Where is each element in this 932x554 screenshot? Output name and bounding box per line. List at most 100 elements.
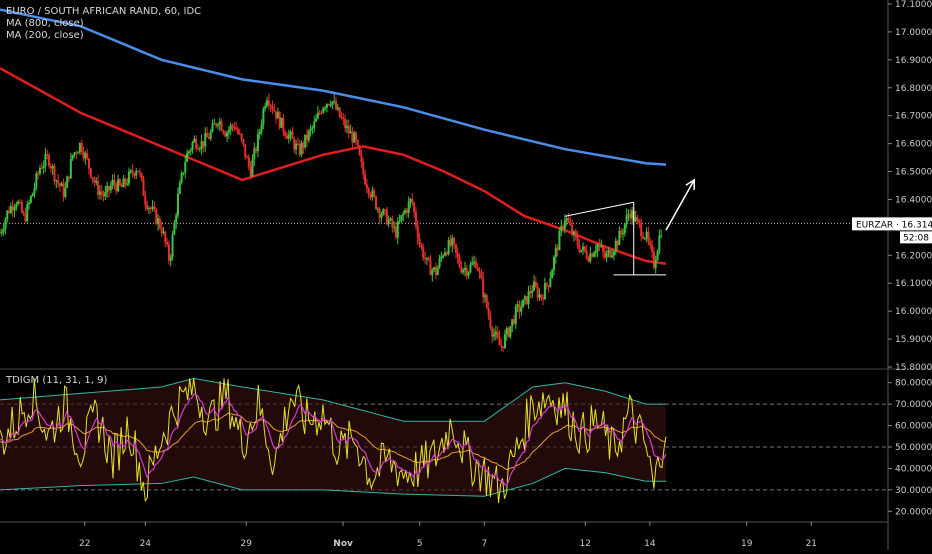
candle-body [540, 294, 543, 299]
candle-body [434, 267, 437, 275]
candle-body [204, 133, 207, 147]
candle-body [75, 152, 78, 154]
candle-body [371, 190, 374, 198]
candle-body [580, 249, 583, 252]
candle-body [82, 151, 85, 159]
candle-body [142, 178, 145, 196]
candle-body [345, 125, 348, 129]
candle-body [389, 218, 392, 220]
candle-body [40, 168, 43, 170]
candle-body [162, 231, 165, 233]
candle-body [2, 228, 5, 232]
candle-body [44, 154, 47, 166]
candle-body [643, 238, 646, 240]
candle-body [534, 281, 537, 287]
candle-body [8, 210, 11, 213]
candle-body [13, 206, 16, 211]
candle-body [440, 256, 443, 259]
candle-body [11, 205, 14, 211]
candle-body [97, 180, 100, 195]
candle-body [109, 185, 112, 191]
indicator-tick-label: 70.0000 [895, 400, 932, 410]
candle-body [318, 112, 321, 114]
candle-body [569, 222, 572, 226]
candle-body [211, 123, 214, 132]
candle-body [336, 107, 339, 110]
candle-body [251, 159, 254, 177]
candle-body [422, 246, 425, 259]
candle-body [649, 241, 652, 246]
candle-body [562, 225, 565, 229]
candle-body [73, 152, 76, 155]
candle-body [527, 291, 530, 305]
candle-body [607, 250, 610, 254]
triangle-upper-line [564, 201, 634, 217]
candle-body [207, 137, 210, 139]
candle-body [322, 107, 325, 113]
candle-body [351, 131, 354, 143]
candle-body [69, 158, 72, 179]
candle-body [387, 219, 390, 225]
indicator-tick-label: 50.0000 [895, 443, 932, 453]
candle-body [256, 134, 259, 152]
candle-body [15, 204, 18, 207]
candle-body [429, 260, 432, 276]
rsi-line [0, 378, 667, 504]
candle-body [485, 295, 488, 308]
candle-body [129, 170, 132, 172]
candle-body [658, 235, 661, 252]
candle-body [196, 148, 199, 150]
candle-body [583, 246, 586, 251]
candle-body [518, 304, 521, 312]
ma-slow-line [0, 8, 667, 166]
price-tick-label: 16.7000 [895, 112, 932, 122]
candle-body [616, 240, 619, 246]
indicator-tick-label: 80.0000 [895, 379, 932, 389]
candle-body [226, 132, 229, 137]
candle-body [554, 247, 557, 258]
candle-body [242, 138, 245, 145]
signal-fast-line [0, 393, 667, 487]
candle-body [233, 126, 236, 128]
candle-body [177, 193, 180, 216]
candle-body [500, 345, 503, 347]
candle-body [218, 121, 221, 125]
candle-body [358, 145, 361, 156]
candle-body [275, 111, 278, 119]
candle-body [536, 286, 539, 298]
candle-body [645, 231, 648, 239]
candle-body [258, 131, 261, 135]
candle-body [558, 230, 561, 251]
candle-body [612, 251, 615, 256]
candle-body [117, 179, 120, 192]
candle-body [164, 231, 167, 243]
candle-body [505, 327, 508, 335]
candle-body [131, 170, 134, 174]
ma-fast-line [0, 67, 667, 265]
candle-body [216, 124, 219, 126]
candle-body [89, 168, 92, 178]
candle-body [367, 188, 370, 195]
candle-body [533, 281, 536, 291]
upper-band-line [0, 377, 666, 422]
candle-body [273, 109, 276, 112]
candle-body [304, 134, 307, 148]
candle-body [64, 187, 67, 197]
candle-body [213, 123, 216, 125]
candle-body [28, 202, 31, 205]
candle-body [295, 143, 298, 150]
candle-body [456, 252, 459, 258]
candle-body [404, 210, 407, 214]
candle-body [460, 266, 463, 273]
candle-body [329, 104, 332, 106]
candle-body [149, 207, 152, 209]
candle-body [469, 264, 472, 273]
candle-body [198, 148, 201, 150]
indicator-panel [0, 377, 888, 504]
candle-body [133, 173, 136, 176]
candle-body [520, 307, 523, 312]
candle-body [631, 210, 634, 219]
candle-body [316, 112, 319, 119]
